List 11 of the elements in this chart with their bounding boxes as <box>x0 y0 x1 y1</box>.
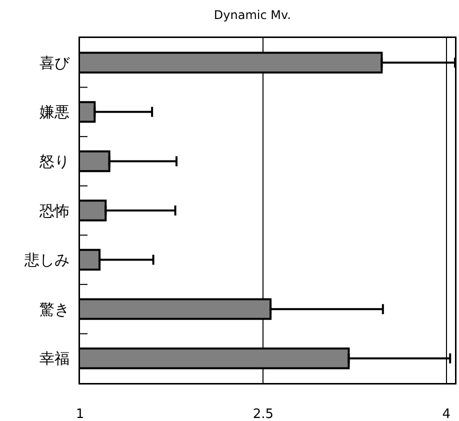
y-tick-label: 嫌悪 <box>40 103 70 122</box>
chart-title: Dynamic Mv. <box>214 8 291 22</box>
y-tick-label: 恐怖 <box>38 202 70 220</box>
x-tick-label: 4 <box>442 407 451 421</box>
x-tick-label: 2.5 <box>252 407 274 421</box>
x-tick-label: 1 <box>76 407 84 421</box>
y-tick-label: 悲しみ <box>24 251 70 270</box>
y-tick-label: 幸福 <box>40 350 70 368</box>
y-tick-label: 怒り <box>38 152 70 170</box>
y-tick-label: 驚き <box>40 300 70 318</box>
y-tick-label: 喜び <box>40 54 70 72</box>
